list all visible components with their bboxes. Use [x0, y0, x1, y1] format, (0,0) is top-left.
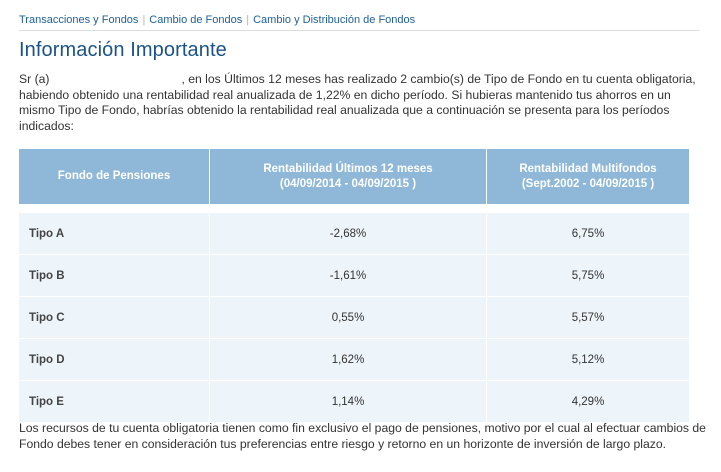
- last12-cell: -1,61%: [209, 254, 487, 297]
- last12-cell: 1,62%: [209, 338, 487, 381]
- table-header-row: Fondo de Pensiones Rentabilidad Últimos …: [19, 149, 689, 204]
- fund-name-cell: Tipo A: [19, 212, 210, 255]
- multifondos-cell: 5,57%: [486, 296, 689, 339]
- table-row: Tipo D 1,62% 5,12%: [19, 338, 689, 381]
- fund-name-cell: Tipo E: [19, 380, 210, 422]
- breadcrumb-cambio-y-distribucion[interactable]: Cambio y Distribución de Fondos: [253, 14, 416, 26]
- breadcrumb-cambio-de-fondos[interactable]: Cambio de Fondos: [149, 14, 243, 26]
- intro-text: , en los Últimos 12 meses has realizado …: [19, 72, 696, 133]
- table-row: Tipo E 1,14% 4,29%: [19, 380, 689, 422]
- multifondos-cell: 4,29%: [486, 380, 689, 422]
- intro-paragraph: Sr (a), en los Últimos 12 meses has real…: [19, 72, 699, 134]
- last12-cell: 0,55%: [209, 296, 487, 339]
- table-spacer: [19, 204, 689, 213]
- multifondos-cell: 6,75%: [486, 212, 689, 255]
- header-fondo-de-pensiones: Fondo de Pensiones: [19, 149, 210, 204]
- fund-name-cell: Tipo B: [19, 254, 210, 297]
- intro-salutation: Sr (a): [19, 72, 50, 86]
- breadcrumb-divider: [19, 30, 699, 31]
- page-title: Información Importante: [19, 39, 227, 61]
- multifondos-cell: 5,75%: [486, 254, 689, 297]
- breadcrumb-separator: |: [142, 14, 146, 26]
- breadcrumb: Transacciones y Fondos | Cambio de Fondos |…: [19, 14, 699, 26]
- last12-cell: 1,14%: [209, 380, 487, 422]
- table-row: Tipo B -1,61% 5,75%: [19, 254, 689, 297]
- header-rentabilidad-multifondos: Rentabilidad Multifondos (Sept.2002 - 04/…: [486, 149, 689, 204]
- header-rentabilidad-12-meses: Rentabilidad Últimos 12 meses (04/09/2014…: [209, 149, 487, 204]
- multifondos-cell: 5,12%: [486, 338, 689, 381]
- fund-name-cell: Tipo D: [19, 338, 210, 381]
- breadcrumb-transacciones-y-fondos[interactable]: Transacciones y Fondos: [19, 14, 139, 26]
- table-row: Tipo C 0,55% 5,57%: [19, 296, 689, 339]
- breadcrumb-separator: |: [246, 14, 250, 26]
- footer-paragraph: Los recursos de tu cuenta obligatoria ti…: [19, 421, 706, 451]
- returns-table: Fondo de Pensiones Rentabilidad Últimos …: [19, 149, 689, 422]
- fund-name-cell: Tipo C: [19, 296, 210, 339]
- last12-cell: -2,68%: [209, 212, 487, 255]
- table-row: Tipo A -2,68% 6,75%: [19, 212, 689, 255]
